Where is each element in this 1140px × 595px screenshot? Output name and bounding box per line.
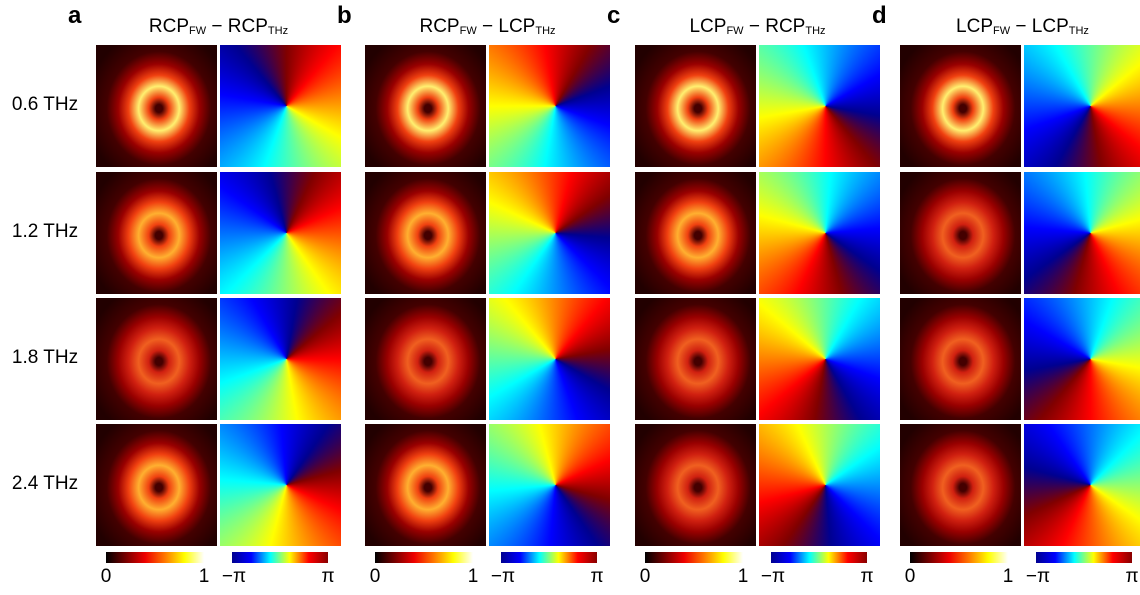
amplitude-min: 0 bbox=[639, 566, 651, 587]
title-part: − bbox=[211, 16, 223, 37]
panel-title: LCPFW − RCPTHz bbox=[635, 16, 880, 38]
phase-map bbox=[1024, 424, 1140, 546]
panel-title: RCPFW − LCPTHz bbox=[365, 16, 610, 38]
amplitude-map bbox=[635, 424, 756, 546]
phase-map bbox=[759, 298, 880, 420]
amplitude-map bbox=[96, 172, 217, 294]
amplitude-min: 0 bbox=[100, 566, 112, 587]
panel-letter: c bbox=[607, 2, 621, 29]
amplitude-map bbox=[96, 424, 217, 546]
amplitude-map bbox=[900, 45, 1021, 167]
phase-map bbox=[220, 45, 341, 167]
amplitude-map bbox=[96, 45, 217, 167]
amplitude-map bbox=[365, 424, 486, 546]
panel-title: RCPFW − RCPTHz bbox=[96, 16, 341, 38]
amplitude-map bbox=[96, 298, 217, 420]
row-label: 2.4 THz bbox=[11, 473, 79, 494]
amplitude-map bbox=[900, 298, 1021, 420]
amplitude-map bbox=[365, 172, 486, 294]
panel-letter: a bbox=[68, 2, 82, 29]
phase-max: π bbox=[1125, 566, 1139, 587]
title-part: − bbox=[481, 16, 494, 37]
amplitude-map bbox=[365, 298, 486, 420]
title-part: FW bbox=[993, 25, 1011, 37]
phase-min: −π bbox=[490, 566, 516, 587]
amplitude-max: 1 bbox=[1002, 566, 1014, 587]
amplitude-map bbox=[635, 45, 756, 167]
title-part: FW bbox=[189, 25, 207, 37]
title-part: RCP bbox=[419, 16, 460, 37]
phase-map bbox=[489, 45, 610, 167]
title-part: THz bbox=[535, 25, 556, 37]
phase-colorbar bbox=[501, 552, 597, 563]
phase-colorbar bbox=[232, 552, 328, 563]
phase-map bbox=[489, 424, 610, 546]
amplitude-colorbar bbox=[910, 552, 1008, 563]
title-part: RCP bbox=[148, 16, 190, 37]
amplitude-colorbar bbox=[375, 552, 473, 563]
panel-title: LCPFW − LCPTHz bbox=[900, 16, 1140, 38]
panel-letter: d bbox=[872, 2, 887, 29]
amplitude-map bbox=[365, 45, 486, 167]
title-part: LCP bbox=[1031, 16, 1069, 37]
amplitude-colorbar bbox=[645, 552, 743, 563]
title-part: THz bbox=[267, 25, 289, 37]
amplitude-min: 0 bbox=[904, 566, 916, 587]
phase-max: π bbox=[590, 566, 604, 587]
title-part: RCP bbox=[227, 16, 268, 37]
title-part: THz bbox=[1068, 25, 1089, 37]
phase-colorbar bbox=[771, 552, 867, 563]
amplitude-map bbox=[900, 424, 1021, 546]
title-part: RCP bbox=[765, 16, 806, 37]
phase-map bbox=[1024, 45, 1140, 167]
amplitude-max: 1 bbox=[737, 566, 749, 587]
phase-max: π bbox=[860, 566, 874, 587]
title-part: LCP bbox=[956, 16, 994, 37]
phase-map bbox=[220, 172, 341, 294]
amplitude-max: 1 bbox=[467, 566, 479, 587]
phase-max: π bbox=[321, 566, 335, 587]
amplitude-map bbox=[635, 172, 756, 294]
phase-map bbox=[220, 424, 341, 546]
phase-map bbox=[1024, 298, 1140, 420]
row-label: 1.8 THz bbox=[11, 347, 79, 368]
phase-map bbox=[220, 298, 341, 420]
amplitude-min: 0 bbox=[369, 566, 381, 587]
phase-map bbox=[759, 424, 880, 546]
title-part: FW bbox=[726, 25, 744, 37]
phase-colorbar bbox=[1036, 552, 1132, 563]
title-part: − bbox=[748, 16, 760, 37]
amplitude-map bbox=[635, 298, 756, 420]
title-part: − bbox=[1015, 16, 1027, 37]
phase-map bbox=[759, 45, 880, 167]
phase-min: −π bbox=[1025, 566, 1051, 587]
title-part: LCP bbox=[689, 16, 727, 37]
row-label: 1.2 THz bbox=[11, 221, 79, 242]
title-part: THz bbox=[805, 25, 826, 37]
phase-min: −π bbox=[221, 566, 247, 587]
phase-map bbox=[1024, 172, 1140, 294]
phase-map bbox=[759, 172, 880, 294]
row-label: 0.6 THz bbox=[11, 94, 79, 115]
title-part: FW bbox=[459, 25, 477, 37]
panel-letter: b bbox=[337, 2, 352, 29]
amplitude-colorbar bbox=[106, 552, 204, 563]
title-part: LCP bbox=[498, 16, 536, 37]
phase-map bbox=[489, 298, 610, 420]
amplitude-map bbox=[900, 172, 1021, 294]
phase-map bbox=[489, 172, 610, 294]
phase-min: −π bbox=[760, 566, 786, 587]
amplitude-max: 1 bbox=[198, 566, 210, 587]
